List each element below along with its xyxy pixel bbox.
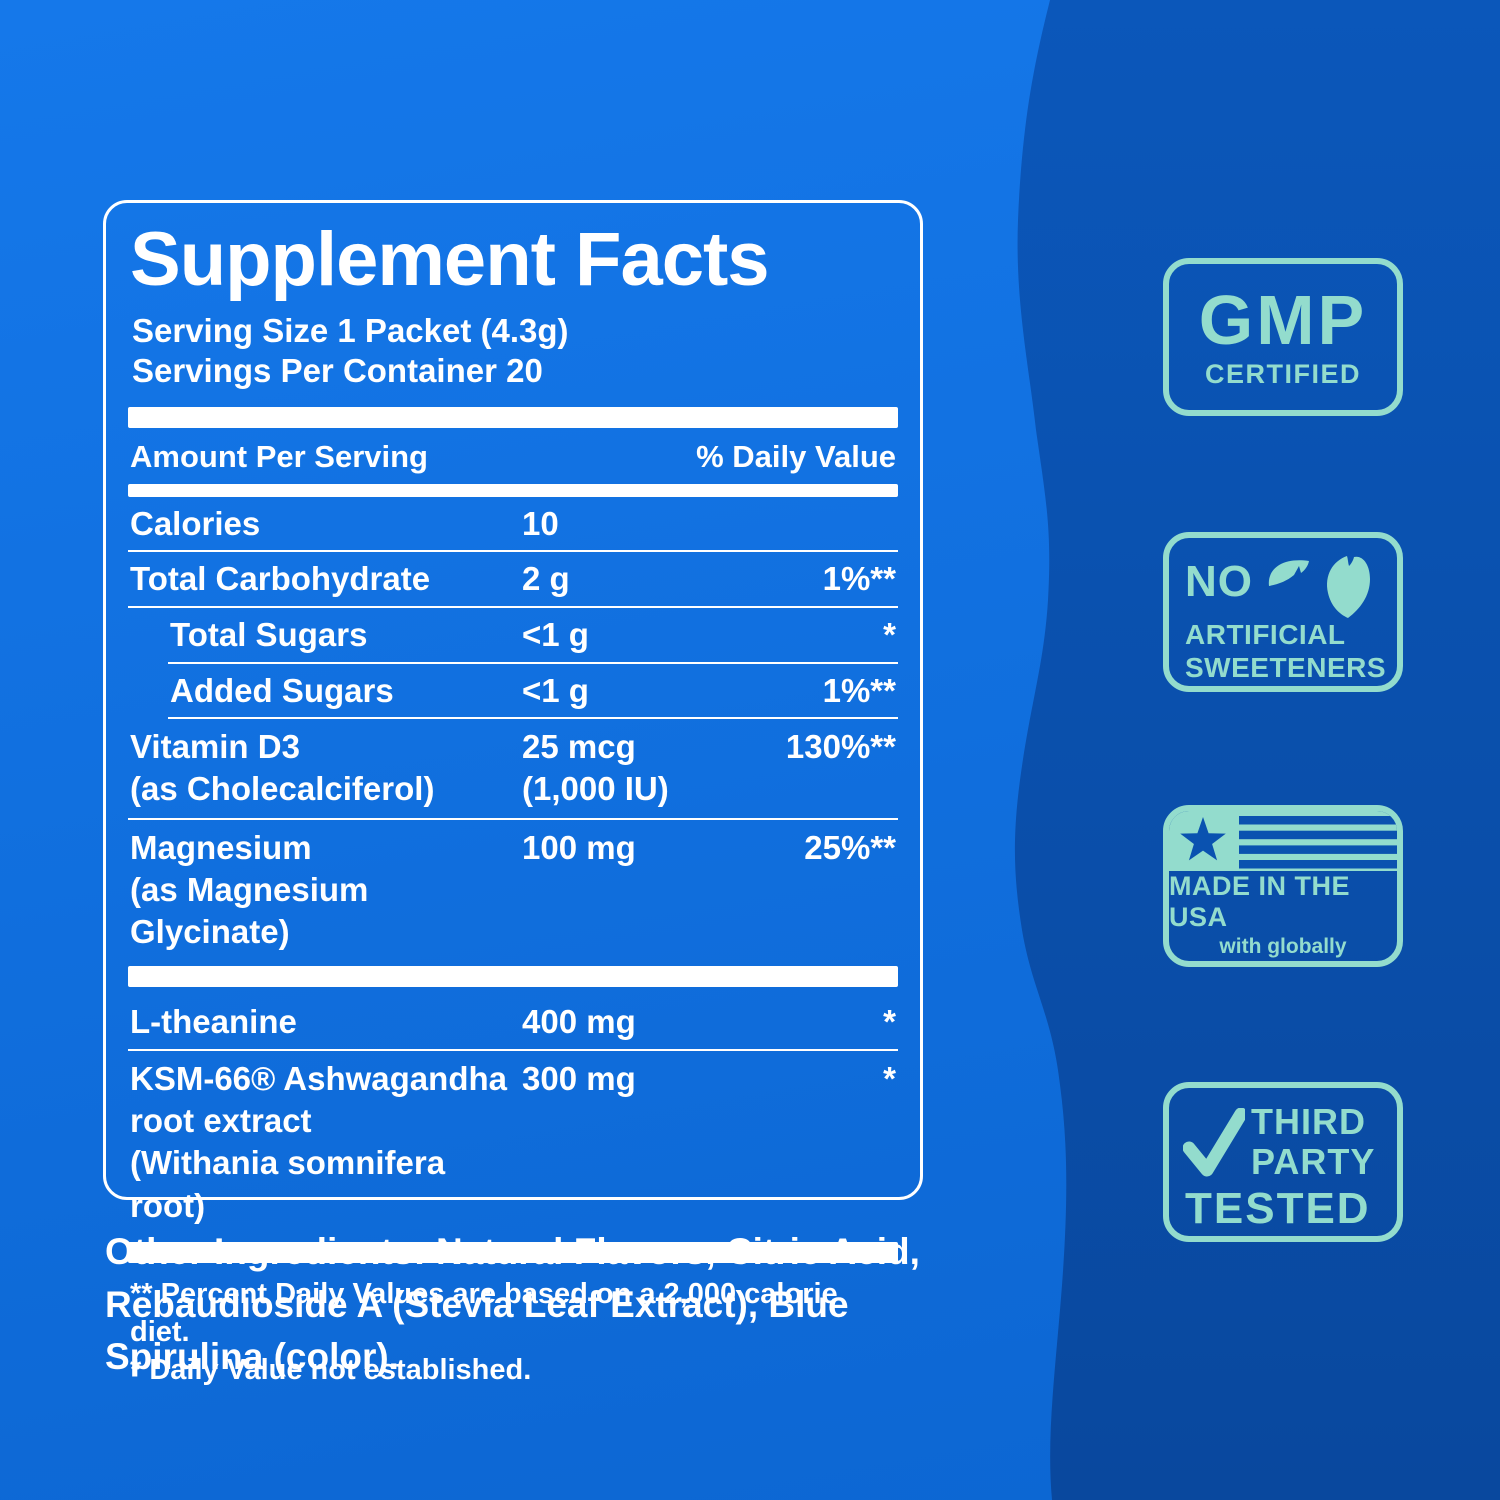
usa-badge-subtitle2: sourced ingredients (1183, 959, 1384, 961)
usa-badge-title: MADE IN THE USA (1169, 871, 1350, 933)
made-in-usa-badge: MADE IN THE USA with globally sourced in… (1163, 805, 1403, 967)
row-amount: 400 mg (522, 1003, 636, 1041)
row-amount: 100 mg (522, 828, 636, 866)
badge-word-sweeteners: SWEETENERS (1185, 652, 1387, 684)
divider-bar-bottom (128, 1241, 898, 1263)
divider-bar-middle (128, 966, 898, 988)
table-row-total-carbohydrate: Total Carbohydrate 2 g 1%** (128, 552, 898, 606)
row-amount: <1 g (522, 615, 589, 653)
table-row-total-sugars: Total Sugars <1 g * (128, 608, 898, 662)
gmp-badge-subtitle: CERTIFIED (1204, 358, 1361, 389)
badge-word-tested: TESTED (1185, 1183, 1371, 1233)
table-row-magnesium: Magnesium (as Magnesium Glycinate) 100 m… (128, 820, 898, 961)
row-label: Total Carbohydrate (130, 560, 431, 598)
badge-word-artificial: ARTIFICIAL (1185, 619, 1346, 650)
badge-word-third: THIRD (1251, 1101, 1366, 1142)
row-daily-value: * (883, 615, 896, 653)
row-divider (128, 817, 898, 820)
row-label-detail: (Withania somnifera root) (130, 1144, 446, 1224)
table-row-calories: Calories 10 (128, 497, 898, 551)
table-row-vitamin-d3: Vitamin D3 (as Cholecalciferol) 25 mcg (… (128, 719, 898, 817)
servings-per-container: Servings Per Container 20 (132, 352, 543, 390)
badge-word-party: PARTY (1251, 1141, 1376, 1183)
row-label: KSM-66® Ashwagandha (130, 1059, 507, 1097)
row-amount: 2 g (522, 560, 570, 598)
row-label: Added Sugars (170, 671, 394, 709)
table-row-added-sugars: Added Sugars <1 g 1%** (128, 664, 898, 718)
third-party-tested-badge: THIRD PARTY TESTED (1163, 1082, 1403, 1242)
footnotes: ** Percent Daily Values are based on a 2… (130, 1275, 898, 1390)
row-daily-value: 25%** (804, 828, 896, 866)
row-daily-value: * (883, 1003, 896, 1041)
row-label: L-theanine (130, 1003, 297, 1041)
table-row-l-theanine: L-theanine 400 mg * (128, 995, 898, 1049)
row-divider (168, 661, 898, 664)
checkmark-icon (1183, 1108, 1245, 1177)
footnote-daily-values: ** Percent Daily Values are based on a 2… (130, 1277, 838, 1349)
panel-title: Supplement Facts (130, 217, 770, 302)
row-divider (168, 717, 898, 720)
row-divider (128, 605, 898, 608)
usa-badge-subtitle1: with globally (1219, 935, 1347, 959)
row-amount: 300 mg (522, 1059, 636, 1097)
table-header-row: Amount Per Serving % Daily Value (128, 428, 898, 484)
other-ingredients-line1: Other Ingredients: Natural Flavors, Citr… (105, 1231, 920, 1272)
badge-word-no: NO (1185, 557, 1253, 606)
column-header-amount-per-serving: Amount Per Serving (130, 438, 428, 474)
table-row-ashwagandha: KSM-66® Ashwagandha root extract (Withan… (128, 1051, 898, 1234)
row-label: Total Sugars (170, 615, 368, 653)
row-label-detail: (as Magnesium Glycinate) (130, 870, 369, 951)
row-amount: <1 g (522, 671, 589, 709)
stevia-leaves-icon (1261, 552, 1383, 618)
row-daily-value: 130%** (785, 728, 896, 766)
column-header-daily-value: % Daily Value (696, 438, 896, 474)
row-daily-value: * (883, 1059, 896, 1097)
usa-flag-icon (1169, 811, 1397, 871)
row-label-detail: (as Cholecalciferol) (130, 770, 435, 808)
serving-size: Serving Size 1 Packet (4.3g) (132, 312, 569, 350)
divider-bar-top (128, 406, 898, 428)
row-daily-value: 1%** (822, 671, 896, 709)
row-amount: 25 mcg (522, 728, 636, 766)
gmp-certified-badge: GMP CERTIFIED (1163, 258, 1403, 416)
other-ingredients-line2: Rebaudioside A (Stevia Leaf Extract), Bl… (105, 1283, 849, 1378)
row-amount: 10 (522, 504, 559, 542)
row-label-detail: root extract (130, 1102, 312, 1140)
supplement-facts-panel: Supplement Facts Serving Size 1 Packet (… (103, 200, 923, 1386)
gmp-badge-title: GMP (1198, 280, 1368, 359)
row-label: Magnesium (130, 828, 312, 866)
footnote-not-established: * Daily Value not established. (130, 1354, 532, 1387)
divider-bar-header (128, 483, 898, 497)
row-label: Calories (130, 504, 261, 542)
row-divider (128, 1048, 898, 1051)
row-amount-detail: (1,000 IU) (522, 770, 669, 808)
row-label: Vitamin D3 (130, 728, 300, 766)
no-artificial-sweeteners-badge: NO ARTIFICIAL SWEETENERS (1163, 532, 1403, 692)
row-daily-value: 1%** (822, 560, 896, 598)
other-ingredients: Other Ingredients: Natural Flavors, Citr… (105, 1226, 985, 1384)
row-divider (128, 550, 898, 553)
